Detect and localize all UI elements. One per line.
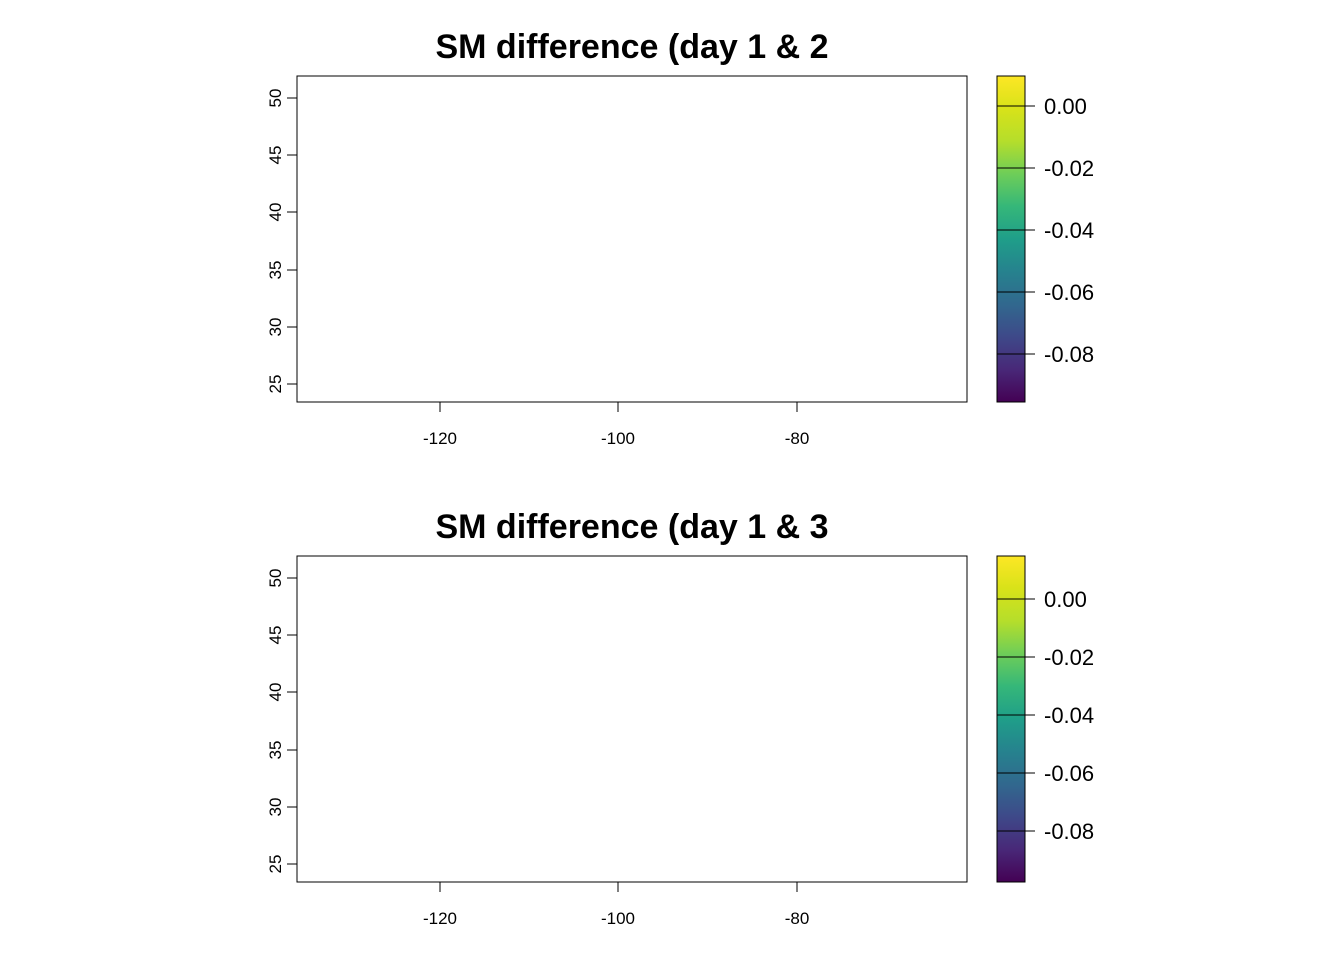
colorbar-tick-label: -0.02 [1044,156,1094,181]
colorbar-tick-label: -0.06 [1044,280,1094,305]
x-tick-label: -100 [601,429,635,448]
panel-1: SM difference (day 1 & 2 [266,28,1094,448]
y-axis: 25 30 35 40 45 50 [266,89,298,394]
colorbar-tick-label: -0.08 [1044,819,1094,844]
y-tick-label: 35 [266,261,285,280]
chart-title: SM difference (day 1 & 2 [435,28,828,66]
x-tick-label: -120 [423,909,457,928]
x-axis: -120 -100 -80 [423,401,810,448]
map-area [296,555,977,883]
y-tick-label: 50 [266,89,285,108]
y-tick-label: 25 [266,375,285,394]
y-tick-label: 30 [266,798,285,817]
colorbar-tick-label: -0.02 [1044,645,1094,670]
x-tick-label: -80 [785,909,810,928]
x-tick-label: -120 [423,429,457,448]
lakes [693,102,961,186]
colorbar-tick-label: -0.04 [1044,703,1094,728]
colorbar: 0.00 -0.02 -0.04 -0.06 -0.08 [996,75,1094,403]
colorbar-tick-label: -0.06 [1044,761,1094,786]
colorbar: 0.00 -0.02 -0.04 -0.06 -0.08 [996,555,1094,883]
x-tick-label: -100 [601,909,635,928]
colorbar-tick-label: 0.00 [1044,587,1087,612]
colorbar-tick-label: -0.04 [1044,218,1094,243]
chart-title: SM difference (day 1 & 3 [435,508,828,546]
y-tick-label: 35 [266,741,285,760]
y-axis: 25 30 35 40 45 50 [266,569,298,874]
y-tick-label: 30 [266,318,285,337]
x-axis: -120 -100 -80 [423,881,810,928]
colorbar-tick-label: -0.08 [1044,342,1094,367]
x-tick-label: -80 [785,429,810,448]
colorbar-tick-label: 0.00 [1044,94,1087,119]
map-area [296,75,977,403]
y-tick-label: 45 [266,146,285,165]
y-tick-label: 25 [266,855,285,874]
y-tick-label: 40 [266,203,285,222]
lakes [693,582,961,666]
panel-2: SM difference (day 1 & 3 [266,508,1094,928]
y-tick-label: 40 [266,683,285,702]
y-tick-label: 45 [266,626,285,645]
y-tick-label: 50 [266,569,285,588]
